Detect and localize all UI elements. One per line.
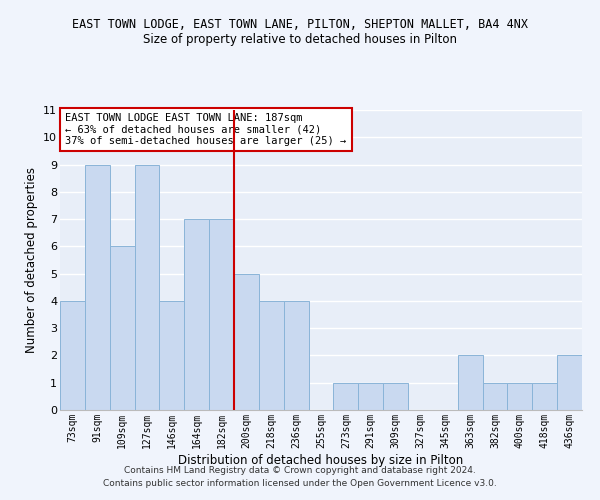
Bar	[557, 356, 582, 410]
Text: Contains HM Land Registry data © Crown copyright and database right 2024.
Contai: Contains HM Land Registry data © Crown c…	[103, 466, 497, 487]
Bar	[234, 274, 259, 410]
Bar	[160, 301, 184, 410]
Bar	[184, 219, 209, 410]
Text: EAST TOWN LODGE, EAST TOWN LANE, PILTON, SHEPTON MALLET, BA4 4NX: EAST TOWN LODGE, EAST TOWN LANE, PILTON,…	[72, 18, 528, 30]
Bar	[458, 356, 482, 410]
Bar	[383, 382, 408, 410]
Bar	[334, 382, 358, 410]
Bar	[284, 301, 308, 410]
Bar	[85, 164, 110, 410]
Bar	[259, 301, 284, 410]
Bar	[134, 164, 160, 410]
Text: EAST TOWN LODGE EAST TOWN LANE: 187sqm
← 63% of detached houses are smaller (42): EAST TOWN LODGE EAST TOWN LANE: 187sqm ←…	[65, 113, 346, 146]
Bar	[532, 382, 557, 410]
Y-axis label: Number of detached properties: Number of detached properties	[25, 167, 38, 353]
Text: Size of property relative to detached houses in Pilton: Size of property relative to detached ho…	[143, 32, 457, 46]
Bar	[60, 301, 85, 410]
Bar	[110, 246, 134, 410]
Bar	[482, 382, 508, 410]
X-axis label: Distribution of detached houses by size in Pilton: Distribution of detached houses by size …	[178, 454, 464, 466]
Bar	[209, 219, 234, 410]
Bar	[508, 382, 532, 410]
Bar	[358, 382, 383, 410]
